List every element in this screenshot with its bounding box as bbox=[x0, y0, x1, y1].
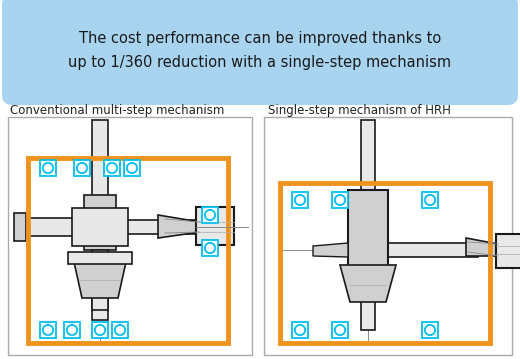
Bar bbox=[202, 207, 218, 223]
Bar bbox=[202, 240, 218, 256]
Circle shape bbox=[43, 325, 53, 335]
Bar bbox=[280, 183, 490, 343]
Circle shape bbox=[127, 163, 137, 173]
Polygon shape bbox=[466, 238, 498, 256]
Bar bbox=[84, 195, 116, 250]
Circle shape bbox=[115, 325, 125, 335]
Bar bbox=[124, 160, 140, 176]
Circle shape bbox=[107, 163, 117, 173]
Circle shape bbox=[43, 163, 53, 173]
Bar bbox=[332, 192, 348, 208]
Bar bbox=[20, 218, 104, 236]
Text: up to 1/360 reduction with a single-step mechanism: up to 1/360 reduction with a single-step… bbox=[69, 55, 451, 70]
Circle shape bbox=[425, 195, 435, 205]
Text: The cost performance can be improved thanks to: The cost performance can be improved tha… bbox=[79, 31, 441, 46]
Bar bbox=[104, 160, 120, 176]
Bar bbox=[292, 192, 308, 208]
Bar bbox=[92, 322, 108, 338]
Bar bbox=[28, 158, 228, 343]
Circle shape bbox=[295, 325, 305, 335]
Circle shape bbox=[335, 195, 345, 205]
Polygon shape bbox=[158, 215, 200, 238]
Bar bbox=[74, 160, 90, 176]
Circle shape bbox=[205, 243, 215, 253]
Bar bbox=[348, 190, 388, 270]
Circle shape bbox=[205, 210, 215, 220]
Text: Single-step mechanism of HRH: Single-step mechanism of HRH bbox=[268, 104, 451, 117]
Polygon shape bbox=[340, 265, 396, 302]
Bar bbox=[92, 250, 108, 310]
Bar bbox=[361, 120, 375, 330]
Bar bbox=[422, 192, 438, 208]
Bar bbox=[332, 322, 348, 338]
Polygon shape bbox=[74, 262, 126, 298]
Circle shape bbox=[77, 163, 87, 173]
Bar bbox=[292, 322, 308, 338]
Circle shape bbox=[67, 325, 77, 335]
FancyBboxPatch shape bbox=[2, 0, 518, 105]
Circle shape bbox=[295, 195, 305, 205]
Circle shape bbox=[425, 325, 435, 335]
Bar bbox=[40, 322, 56, 338]
Bar bbox=[196, 207, 234, 245]
Polygon shape bbox=[313, 243, 348, 257]
Circle shape bbox=[95, 325, 105, 335]
Bar bbox=[112, 322, 128, 338]
Bar bbox=[14, 213, 26, 241]
Bar bbox=[388, 243, 478, 257]
Bar bbox=[8, 117, 252, 355]
Bar bbox=[64, 322, 80, 338]
Bar bbox=[422, 322, 438, 338]
Text: Conventional multi-step mechanism: Conventional multi-step mechanism bbox=[10, 104, 224, 117]
Bar bbox=[72, 208, 128, 246]
Polygon shape bbox=[68, 252, 132, 264]
Bar bbox=[116, 220, 196, 234]
Bar bbox=[496, 234, 520, 268]
Circle shape bbox=[335, 325, 345, 335]
Bar bbox=[40, 160, 56, 176]
Bar bbox=[92, 120, 108, 320]
Bar bbox=[264, 117, 512, 355]
